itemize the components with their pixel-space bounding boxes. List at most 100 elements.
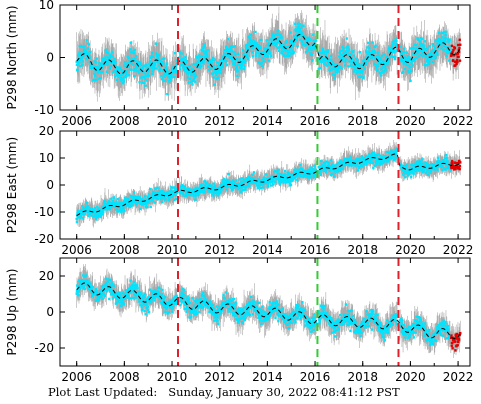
data-point <box>146 198 149 202</box>
data-point <box>320 60 324 64</box>
data-point <box>238 58 242 62</box>
data-point <box>100 209 104 213</box>
data-point <box>289 31 292 34</box>
data-point <box>202 61 205 65</box>
data-point <box>340 67 344 70</box>
data-point <box>195 187 198 190</box>
data-point <box>79 215 83 218</box>
data-point <box>81 55 84 59</box>
data-point <box>426 59 430 62</box>
data-point <box>112 71 115 74</box>
data-point <box>112 69 116 73</box>
data-point <box>297 169 301 172</box>
data-point <box>236 74 239 78</box>
data-point <box>291 39 294 43</box>
data-point <box>332 64 336 67</box>
data-point <box>191 83 194 86</box>
data-point <box>221 59 225 62</box>
data-point <box>203 44 206 48</box>
data-point <box>358 165 361 168</box>
data-point <box>253 42 257 46</box>
data-point <box>324 53 328 57</box>
data-point <box>442 48 445 52</box>
data-point <box>457 43 460 47</box>
data-point <box>217 69 221 72</box>
data-point <box>142 81 146 84</box>
data-point <box>349 53 353 56</box>
data-point <box>122 207 125 210</box>
data-point <box>157 64 160 68</box>
data-point <box>291 49 294 52</box>
data-point <box>429 52 433 55</box>
data-point <box>273 174 276 178</box>
data-point <box>354 159 358 163</box>
data-point <box>413 59 416 63</box>
data-point <box>233 181 236 184</box>
data-point <box>306 36 309 39</box>
data-point <box>150 64 153 67</box>
data-point <box>175 58 179 62</box>
data-point <box>241 58 245 61</box>
data-point <box>254 54 257 57</box>
data-point <box>94 61 98 64</box>
data-point <box>223 58 227 61</box>
data-point <box>133 200 136 204</box>
data-point <box>244 61 247 64</box>
data-point <box>125 62 128 66</box>
data-point <box>345 37 348 40</box>
data-point <box>392 39 396 43</box>
data-point <box>338 166 342 169</box>
data-point <box>95 78 98 82</box>
data-point <box>298 175 302 178</box>
data-point <box>295 28 298 31</box>
data-point <box>173 51 176 55</box>
data-point <box>178 56 181 59</box>
data-point <box>193 188 197 191</box>
data-point <box>455 58 459 62</box>
data-point <box>298 23 302 26</box>
data-point <box>224 45 228 49</box>
data-point <box>250 177 253 180</box>
data-point <box>376 51 380 55</box>
data-point <box>114 65 118 69</box>
data-point <box>333 73 337 77</box>
data-point <box>221 179 224 182</box>
data-point <box>240 65 243 68</box>
data-point <box>245 43 248 47</box>
data-point <box>86 205 90 208</box>
data-point <box>340 53 343 56</box>
data-point <box>330 166 333 169</box>
data-point <box>428 45 431 48</box>
data-point <box>275 42 278 45</box>
data-point <box>320 159 323 163</box>
data-point <box>399 58 403 61</box>
data-point <box>129 61 132 65</box>
data-point <box>360 155 364 158</box>
data-point <box>248 35 251 39</box>
data-point <box>241 180 245 184</box>
data-point <box>374 44 377 48</box>
data-point <box>274 169 277 173</box>
data-point <box>122 80 126 83</box>
data-point <box>253 178 256 181</box>
data-point <box>120 207 123 210</box>
data-point <box>128 200 132 204</box>
data-point <box>444 33 447 37</box>
x-tick-label: 2008 <box>109 114 140 128</box>
data-point <box>173 198 176 202</box>
data-point <box>161 57 164 61</box>
data-point <box>273 34 276 37</box>
data-point <box>445 54 448 58</box>
data-point <box>215 73 218 76</box>
data-point <box>274 180 277 183</box>
data-point <box>142 75 146 79</box>
data-point <box>157 56 160 59</box>
data-point <box>300 34 303 37</box>
data-point <box>231 45 235 48</box>
data-point <box>375 54 379 58</box>
data-point <box>435 50 439 54</box>
data-point <box>290 52 293 55</box>
data-point <box>300 30 303 33</box>
data-point <box>353 162 357 166</box>
data-point <box>407 56 411 59</box>
